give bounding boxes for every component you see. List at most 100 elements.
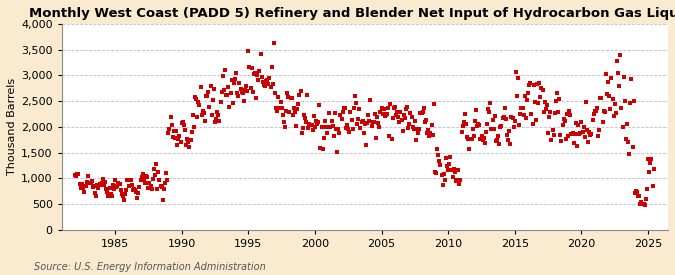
Point — [233, 94, 244, 98]
Point — [567, 131, 578, 135]
Point — [629, 191, 640, 195]
Point — [463, 136, 474, 141]
Point — [181, 142, 192, 147]
Point — [358, 131, 369, 135]
Point — [612, 59, 622, 64]
Point — [388, 105, 399, 110]
Point — [344, 130, 355, 134]
Point — [169, 135, 180, 140]
Point — [608, 113, 619, 118]
Point — [81, 183, 92, 188]
Point — [210, 120, 221, 124]
Point — [334, 131, 345, 136]
Point — [350, 94, 360, 98]
Point — [150, 172, 161, 177]
Point — [379, 114, 390, 118]
Point — [132, 195, 142, 200]
Point — [566, 132, 577, 136]
Point — [498, 115, 509, 120]
Point — [244, 65, 255, 69]
Point — [167, 134, 178, 139]
Point — [204, 105, 215, 109]
Point — [265, 85, 276, 89]
Point — [622, 140, 633, 144]
Point — [200, 119, 211, 123]
Point — [200, 94, 211, 98]
Point — [73, 171, 84, 176]
Point — [625, 101, 636, 106]
Point — [101, 187, 111, 192]
Point — [364, 119, 375, 123]
Point — [617, 125, 628, 130]
Point — [564, 109, 574, 113]
Point — [331, 126, 342, 131]
Point — [570, 132, 580, 136]
Point — [626, 77, 637, 82]
Point — [242, 89, 252, 94]
Point — [209, 87, 219, 92]
Point — [262, 78, 273, 82]
Point — [418, 106, 429, 110]
Point — [381, 113, 392, 117]
Point — [400, 107, 411, 112]
Point — [585, 133, 596, 137]
Point — [427, 133, 438, 137]
Point — [441, 164, 452, 168]
Point — [489, 114, 500, 119]
Point — [474, 123, 485, 127]
Point — [176, 120, 187, 125]
Point — [551, 91, 562, 96]
Y-axis label: Thousand Barrels: Thousand Barrels — [7, 78, 17, 175]
Point — [444, 162, 455, 166]
Point — [641, 187, 652, 191]
Point — [142, 175, 153, 179]
Point — [438, 172, 449, 176]
Point — [481, 130, 491, 134]
Point — [329, 111, 340, 116]
Point — [346, 118, 357, 122]
Point — [557, 123, 568, 127]
Point — [485, 101, 496, 106]
Point — [379, 107, 389, 111]
Point — [109, 178, 120, 183]
Point — [111, 185, 122, 189]
Point — [562, 112, 572, 116]
Point — [529, 100, 540, 105]
Point — [375, 110, 386, 114]
Point — [429, 102, 439, 106]
Point — [355, 126, 366, 130]
Point — [583, 140, 593, 144]
Point — [157, 185, 167, 189]
Point — [266, 65, 277, 69]
Point — [90, 194, 101, 199]
Point — [598, 109, 609, 113]
Point — [627, 145, 638, 149]
Point — [605, 106, 616, 111]
Point — [634, 194, 645, 198]
Point — [246, 66, 257, 70]
Point — [647, 183, 658, 188]
Point — [335, 113, 346, 118]
Point — [426, 123, 437, 128]
Point — [133, 191, 144, 195]
Point — [74, 182, 85, 186]
Point — [645, 161, 655, 165]
Point — [304, 122, 315, 126]
Point — [538, 110, 549, 115]
Point — [570, 120, 581, 125]
Point — [456, 130, 467, 134]
Point — [505, 142, 516, 146]
Point — [554, 96, 564, 101]
Point — [97, 177, 108, 182]
Point — [321, 124, 331, 129]
Point — [531, 118, 541, 123]
Point — [151, 162, 161, 167]
Point — [166, 123, 177, 127]
Point — [515, 112, 526, 116]
Point — [202, 94, 213, 98]
Point — [113, 180, 124, 185]
Point — [604, 94, 615, 98]
Point — [373, 121, 383, 125]
Point — [250, 70, 261, 75]
Point — [395, 110, 406, 114]
